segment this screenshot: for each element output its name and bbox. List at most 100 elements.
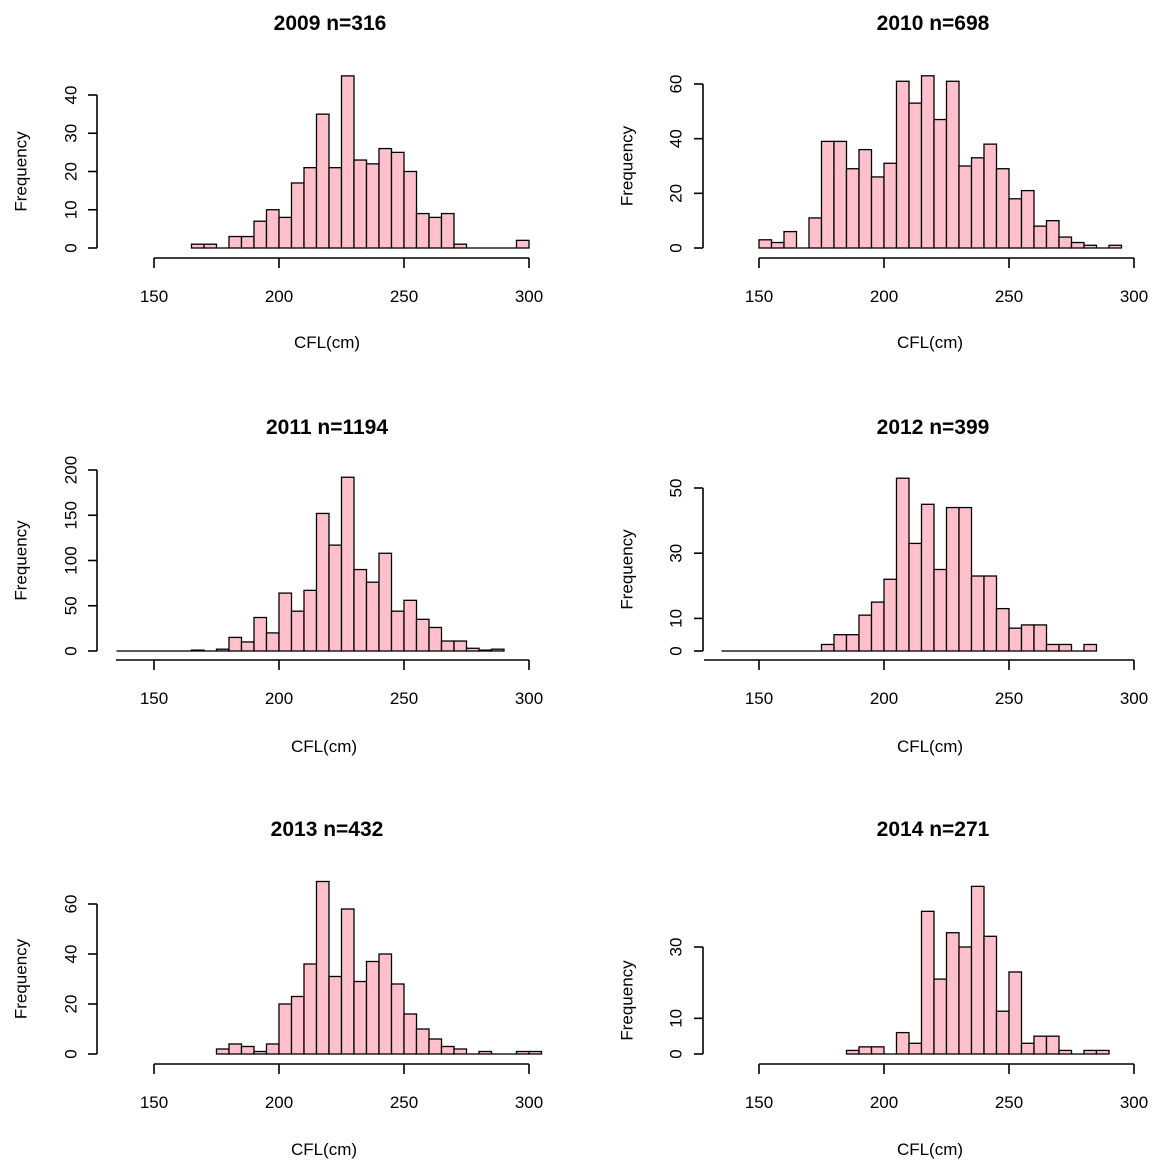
histogram-bar (858, 148, 873, 249)
y-axis-label: Frequency (617, 529, 636, 610)
histogram-bar (403, 599, 418, 652)
histogram-bar (440, 212, 455, 249)
x-axis-label: CFL(cm) (291, 1140, 357, 1159)
histogram-bar (970, 885, 985, 1055)
histogram-bar (328, 544, 343, 652)
histogram-bar (453, 640, 468, 652)
histogram-bar (415, 618, 430, 652)
y-tick-label: 0 (61, 646, 80, 655)
x-tick-label: 300 (515, 689, 543, 708)
y-tick-label: 20 (61, 162, 80, 181)
x-tick-label: 250 (390, 689, 418, 708)
histogram-bar (1058, 643, 1073, 652)
histogram-bar (1083, 643, 1098, 652)
histogram-bar (228, 235, 243, 249)
histogram-bar (240, 641, 255, 652)
y-tick-label: 20 (666, 184, 685, 203)
histogram-bar (403, 1013, 418, 1055)
y-tick-label: 150 (61, 501, 80, 529)
x-axis-label: CFL(cm) (294, 333, 360, 352)
histogram-bar (290, 182, 305, 249)
x-tick-label: 250 (995, 689, 1023, 708)
x-axis-label: CFL(cm) (897, 333, 963, 352)
histogram-bar (833, 140, 848, 249)
x-tick-label: 200 (265, 1093, 293, 1112)
histogram-bar (403, 170, 418, 249)
y-tick-label: 10 (666, 609, 685, 628)
x-tick-label: 150 (745, 1093, 773, 1112)
histogram-bar (490, 648, 505, 652)
chart-title: 2012 n=399 (877, 416, 990, 439)
histogram-bar (478, 649, 493, 652)
histogram-bar (945, 80, 960, 249)
histogram-bar (265, 1043, 280, 1055)
histogram-bar (1058, 236, 1073, 249)
chart-title: 2011 n=1194 (266, 416, 388, 439)
x-tick-label: 200 (870, 1093, 898, 1112)
histogram-bar (995, 168, 1010, 249)
histogram-bar (1008, 971, 1023, 1055)
histogram-bar (970, 157, 985, 249)
x-tick-label: 300 (1120, 287, 1148, 306)
histogram-bar (253, 1050, 268, 1055)
histogram-bar (478, 1050, 493, 1055)
chart-title: 2010 n=698 (877, 12, 990, 35)
histogram-bar (340, 476, 355, 652)
x-tick-label: 200 (870, 287, 898, 306)
histogram-bar (983, 143, 998, 249)
histogram-bar (303, 963, 318, 1055)
histogram-bar (465, 647, 480, 652)
histogram-panel: 2009 n=316 150 200 250 300 0 10 20 30 40 CFL(cm) Fr… (11, 12, 543, 352)
histogram-bar (303, 167, 318, 249)
chart-title: 2009 n=316 (274, 12, 387, 35)
histogram-bar (858, 614, 873, 652)
histogram-panel: 2013 n=432 150 200 250 300 0 20 40 60 CFL(cm) Freq… (11, 818, 543, 1159)
histogram-bar (215, 648, 230, 652)
histogram-bar (240, 235, 255, 249)
histogram-bar (895, 477, 910, 652)
histogram-bar (215, 1048, 230, 1055)
histogram-bar (845, 168, 860, 249)
histogram-bar (908, 1042, 923, 1055)
histogram-bar (945, 506, 960, 652)
x-tick-label: 150 (140, 689, 168, 708)
x-tick-label: 200 (265, 287, 293, 306)
histogram-bar (883, 578, 898, 652)
histogram-bar (783, 230, 798, 249)
x-tick-label: 200 (265, 689, 293, 708)
histogram-bar (1045, 1035, 1060, 1055)
histogram-bar (378, 552, 393, 652)
histogram-bar (353, 568, 368, 652)
histogram-bar (1008, 198, 1023, 249)
histogram-bar (415, 212, 430, 249)
histogram-bar (453, 243, 468, 249)
histogram-bar (958, 946, 973, 1055)
histogram-bar (758, 239, 773, 249)
y-axis-label: Frequency (617, 125, 636, 206)
histogram-bar (883, 162, 898, 249)
histogram-bar (983, 935, 998, 1055)
histogram-bar (278, 216, 293, 249)
histogram-bar (1033, 1035, 1048, 1055)
histogram-bar (995, 1010, 1010, 1055)
histogram-bar (428, 1038, 443, 1055)
histogram-panel: 2012 n=399 150 200 250 300 0 10 30 50 CFL(cm) Freq… (617, 416, 1148, 756)
histogram-bar (340, 75, 355, 249)
histogram-bar (290, 995, 305, 1055)
histogram-bar (870, 176, 885, 249)
histogram-bar (390, 983, 405, 1055)
y-tick-label: 60 (666, 75, 685, 94)
y-axis-label: Frequency (11, 131, 30, 212)
histogram-bar (1020, 624, 1035, 652)
histogram-panel: 2014 n=271 150 200 250 300 0 10 30 CFL(cm) Freque… (617, 818, 1148, 1159)
histogram-bar (440, 640, 455, 652)
histogram-bar (1083, 1049, 1098, 1055)
histogram-bar (353, 159, 368, 249)
x-tick-label: 150 (140, 287, 168, 306)
histogram-bar (240, 1045, 255, 1055)
x-tick-label: 300 (1120, 1093, 1148, 1112)
histogram-bar (958, 165, 973, 249)
x-tick-label: 300 (515, 1093, 543, 1112)
histogram-bar (933, 568, 948, 652)
